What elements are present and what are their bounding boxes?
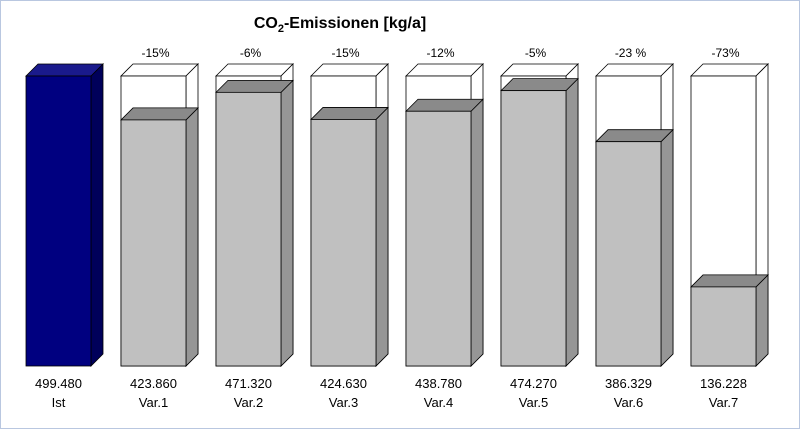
bar-group-var-2: 471.320 Var.2 -6% [215, 46, 294, 410]
bar-front [120, 119, 187, 367]
value-label: 438.780 [415, 376, 462, 391]
reduction-label: -12% [426, 46, 454, 60]
bar-group-var-1: 423.860 Var.1 -15% [120, 46, 199, 410]
bar-front [310, 119, 377, 367]
reduction-label: -23 % [615, 46, 647, 60]
value-label: 471.320 [225, 376, 272, 391]
reference-outline-top [310, 63, 389, 77]
bar-top [215, 79, 294, 93]
chart-title-main: CO [254, 15, 278, 32]
bar-group-var-6: 386.329 Var.6 -23 % [595, 46, 674, 410]
reference-outline-top [690, 63, 769, 77]
bar-top [690, 274, 769, 288]
bar-top [25, 63, 104, 77]
bar-side [90, 63, 104, 367]
category-label: Var.6 [614, 395, 643, 410]
reference-outline-top [500, 63, 579, 77]
category-label: Var.4 [424, 395, 453, 410]
bar-side [660, 128, 674, 367]
chart-title-rest: -Emissionen [kg/a] [284, 15, 426, 32]
reference-outline-top [405, 63, 484, 77]
bar-front [25, 75, 92, 367]
bar-side [565, 77, 579, 367]
bar-side [470, 98, 484, 367]
bar-front [690, 286, 757, 367]
bars-layer: 499.480 Ist 423.860 Var.1 -15% 471.320 Var.2 -6… [25, 46, 769, 410]
bar-group-var-3: 424.630 Var.3 -15% [310, 46, 389, 410]
reduction-label: -6% [240, 46, 262, 60]
reduction-label: -5% [525, 46, 547, 60]
chart-title: CO2-Emissionen [kg/a] [254, 15, 426, 35]
category-label: Var.7 [709, 395, 738, 410]
reference-outline-top [215, 63, 294, 77]
bar-side [280, 79, 294, 367]
bar-front [595, 141, 662, 367]
bar-side [185, 106, 199, 367]
chart-title-subscript: 2 [278, 23, 284, 35]
value-label: 423.860 [130, 376, 177, 391]
bar-side [755, 273, 769, 367]
reference-outline-top [120, 63, 199, 77]
category-label: Var.5 [519, 395, 548, 410]
bar-front [405, 110, 472, 367]
bar-top [500, 78, 579, 92]
bar-group-var-4: 438.780 Var.4 -12% [405, 46, 484, 410]
value-label: 424.630 [320, 376, 367, 391]
bar-group-var-5: 474.270 Var.5 -5% [500, 46, 579, 410]
bar-top [595, 129, 674, 143]
bar-group-ist: 499.480 Ist [25, 63, 104, 410]
reduction-label: -15% [141, 46, 169, 60]
value-label: 499.480 [35, 376, 82, 391]
value-label: 386.329 [605, 376, 652, 391]
bar-front [215, 91, 282, 367]
category-label: Var.1 [139, 395, 168, 410]
bar-front [500, 90, 567, 367]
value-label: 136.228 [700, 376, 747, 391]
bar-top [405, 98, 484, 112]
bar-top [120, 107, 199, 121]
bar-group-var-7: 136.228 Var.7 -73% [690, 46, 769, 410]
bar-top [310, 107, 389, 120]
reference-outline-top [595, 63, 674, 77]
category-label: Var.2 [234, 395, 263, 410]
bar-side [375, 106, 389, 367]
reduction-label: -15% [331, 46, 359, 60]
category-label: Ist [52, 395, 66, 410]
category-label: Var.3 [329, 395, 358, 410]
reduction-label: -73% [711, 46, 739, 60]
value-label: 474.270 [510, 376, 557, 391]
